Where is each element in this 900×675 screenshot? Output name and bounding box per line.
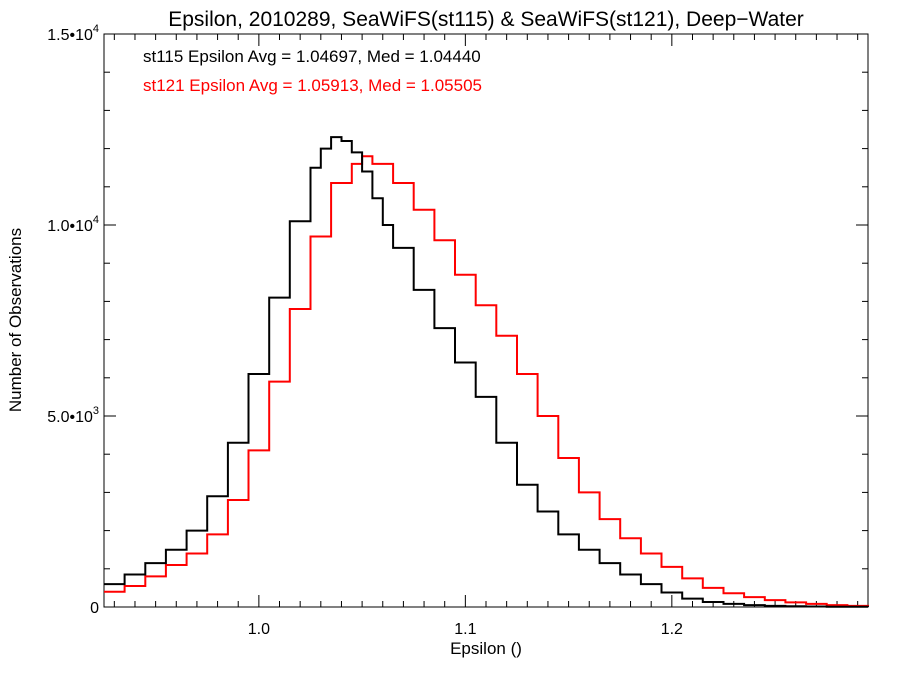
legend-entry-st121: st121 Epsilon Avg = 1.05913, Med = 1.055… (143, 76, 482, 95)
x-tick-label: 1.1 (454, 621, 476, 638)
series-layer (104, 136, 869, 608)
y-tick-label: 5.0•103 (47, 405, 99, 426)
series-st121-line (104, 155, 869, 607)
legend-entry-st115: st115 Epsilon Avg = 1.04697, Med = 1.044… (143, 47, 481, 66)
series-st115-line (104, 136, 869, 608)
y-tick-label: 1.0•104 (47, 214, 99, 235)
x-axis-label: Epsilon () (450, 639, 522, 658)
x-tick-label: 1.0 (248, 621, 270, 638)
y-axis-label: Number of Observations (6, 228, 25, 412)
x-tick-label: 1.2 (661, 621, 683, 638)
y-tick-label: 1.5•104 (47, 23, 99, 44)
y-tick-label: 0 (90, 600, 99, 617)
plot-frame (103, 33, 869, 608)
y-axis-ticks: 0 5.0•103 1.0•104 1.5•104 (47, 23, 868, 617)
chart-title: Epsilon, 2010289, SeaWiFS(st115) & SeaWi… (168, 8, 804, 31)
x-axis-ticks: 1.0 1.1 1.2 (113, 34, 859, 638)
